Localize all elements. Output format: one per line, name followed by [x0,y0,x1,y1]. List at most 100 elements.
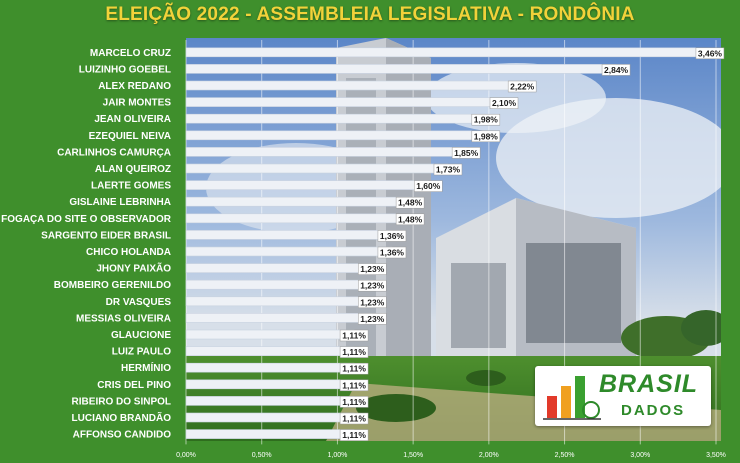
x-tick-label: 3,00% [630,452,650,459]
data-label-box [507,80,537,93]
data-label: 1,11% [342,364,366,374]
data-label: 1,23% [360,297,385,307]
bar [185,113,487,124]
data-label-box [358,296,387,309]
category-label: HERMÍNIO [121,361,171,374]
brasil-dados-logo: BRASIL DADOS [535,366,711,426]
bar [185,163,449,174]
data-label-box [395,213,425,226]
category-label: BOMBEIRO GERENILDO [54,280,171,291]
data-label: 1,23% [360,264,385,274]
data-label: 1,98% [474,115,499,125]
data-label-box [339,412,369,425]
data-label-box [451,147,481,159]
category-label: MARCELO CRUZ [90,48,171,59]
data-label: 1,36% [380,248,405,258]
bar [185,313,373,323]
bar [185,97,505,107]
data-label: 1,48% [398,198,423,208]
data-label: 1,60% [416,181,441,191]
data-label-box [377,246,407,259]
category-label: JAIR MONTES [103,98,172,109]
data-label: 1,11% [342,397,366,407]
data-label: 2,84% [604,65,629,75]
data-label: 1,98% [474,131,499,141]
x-tick-label: 1,00% [327,452,347,459]
bar [185,64,617,74]
bar [185,346,355,356]
category-label: MESSIAS OLIVEIRA [76,313,171,324]
data-label-box [358,263,387,275]
bar [185,147,467,157]
data-label: 1,11% [342,380,366,390]
data-label: 1,85% [454,148,479,158]
category-label: LUIZ PAULO [112,347,171,358]
x-tick-label: 0,50% [252,452,272,459]
x-tick-label: 2,50% [555,452,575,459]
data-label: 1,23% [360,281,385,291]
data-label-box [395,196,425,209]
bar [185,230,393,240]
bar [185,263,373,273]
chart-title: ELEIÇÃO 2022 - ASSEMBLEIA LEGISLATIVA - … [105,4,635,25]
bar [185,379,355,390]
logo-brand-text: BRASIL [599,370,699,398]
category-label: LUIZINHO GOEBEL [79,64,171,75]
data-label: 1,23% [360,314,385,324]
data-label-box [471,130,501,143]
data-label: 1,11% [342,414,366,424]
bar [185,296,373,307]
x-tick-label: 0,00% [176,452,196,459]
data-label-box [358,279,387,292]
data-label: 1,11% [342,331,366,341]
data-label: 2,10% [492,98,517,108]
bar [185,396,355,406]
data-label: 1,36% [380,231,405,241]
category-label: CRIS DEL PINO [97,380,171,391]
data-label-box [433,163,463,176]
category-label: GISLAINE LEBRINHA [69,197,171,208]
logo-bars-icon [543,376,601,420]
category-label: JHONY PAIXÃO [96,262,171,275]
category-label: RIBEIRO DO SINPOL [72,396,171,407]
data-label-box [339,346,369,358]
bar [185,279,373,290]
category-label: JEAN OLIVEIRA [94,114,171,125]
data-label-box [414,180,443,192]
data-label: 3,46% [698,48,723,58]
x-tick-label: 1,50% [403,452,423,459]
data-label-box [377,230,407,242]
data-label-box [339,379,369,392]
x-tick-label: 3,50% [706,452,726,459]
data-label-box [339,429,369,441]
bar [185,130,487,141]
bar [185,196,411,207]
data-label: 2,22% [510,82,535,92]
bar [185,329,355,340]
category-label: CARLINHOS CAMURÇA [57,147,171,158]
category-label: SARGENTO EIDER BRASIL [41,230,171,241]
bar [185,429,355,439]
category-label: CHICO HOLANDA [86,247,171,258]
category-label: FOGAÇA DO SITE O OBSERVADOR [1,214,172,225]
category-label: AFFONSO CANDIDO [73,430,172,441]
bar [185,80,523,91]
data-label: 1,11% [342,347,366,357]
category-label: ALAN QUEIROZ [95,164,171,175]
category-label: EZEQUIEL NEIVA [89,131,171,142]
data-label-box [339,362,369,375]
data-label-box [489,97,519,109]
bar [185,213,411,224]
category-label: GLAUCIONE [111,330,171,341]
data-label-box [358,313,387,325]
category-label: DR VASQUES [106,297,172,308]
category-label: LUCIANO BRANDÃO [72,411,172,424]
logo-subtitle-text: DADOS [621,402,686,419]
bar [185,180,429,190]
data-label: 1,11% [342,430,366,440]
data-label: 1,48% [398,214,423,224]
data-label-box [339,329,369,342]
bar [185,412,355,423]
